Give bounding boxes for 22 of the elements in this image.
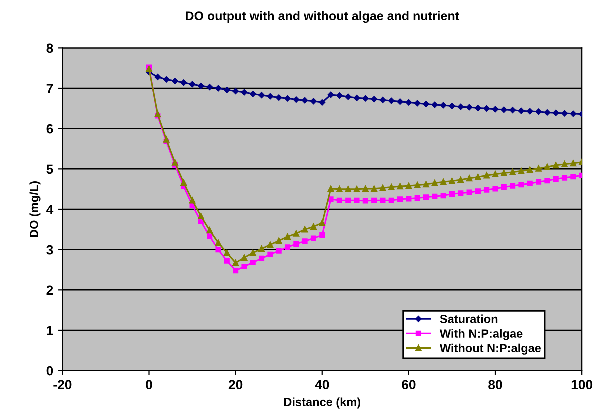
y-axis-title: DO (mg/L) bbox=[30, 182, 41, 238]
x-tick-label: 100 bbox=[572, 380, 593, 390]
chart-title: DO output with and without algae and nutrient bbox=[186, 11, 460, 24]
y-tick-label: 6 bbox=[46, 124, 54, 134]
y-tick-label: 3 bbox=[46, 245, 54, 255]
y-tick-label: 0 bbox=[46, 366, 54, 376]
x-tick-label: 20 bbox=[228, 380, 243, 390]
x-tick-label: 0 bbox=[146, 380, 152, 390]
legend-label: Saturation bbox=[440, 314, 498, 324]
y-tick-label: 1 bbox=[47, 326, 54, 336]
x-tick-label: -20 bbox=[54, 380, 72, 390]
x-tick-label: 40 bbox=[315, 380, 330, 390]
x-tick-label: 80 bbox=[488, 380, 502, 390]
x-tick-label: 60 bbox=[402, 380, 416, 390]
y-tick-label: 5 bbox=[46, 164, 54, 174]
y-tick-label: 2 bbox=[46, 286, 54, 295]
y-tick-label: 4 bbox=[46, 205, 54, 214]
legend-label: With N:P:algae bbox=[440, 329, 523, 340]
y-tick-label: 8 bbox=[46, 44, 54, 54]
y-tick-label: 7 bbox=[46, 84, 54, 94]
legend-label: Without N:P:algae bbox=[440, 344, 542, 355]
x-axis-title: Distance (km) bbox=[284, 398, 361, 409]
